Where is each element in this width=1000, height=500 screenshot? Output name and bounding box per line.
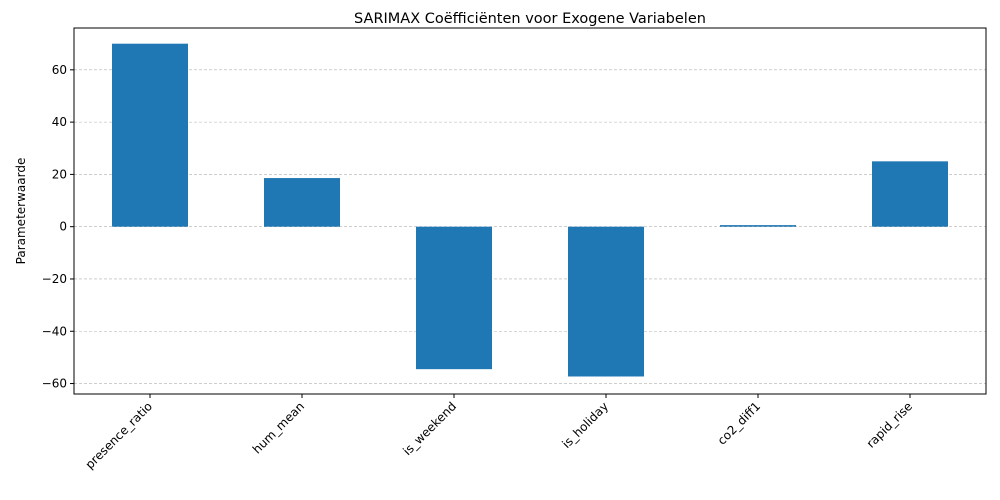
- y-tick-label: −60: [42, 377, 67, 391]
- bar-co2-diff1: [720, 225, 796, 227]
- bar-is-weekend: [416, 226, 492, 370]
- x-tick-label: co2_diff1: [715, 399, 763, 447]
- chart-title: SARIMAX Coëfficiënten voor Exogene Varia…: [354, 11, 706, 27]
- y-axis-ticks: −60 −40 −20 0 20 40 60: [42, 63, 74, 391]
- x-tick-label: hum_mean: [250, 399, 307, 456]
- x-tick-label: rapid_rise: [864, 399, 915, 450]
- x-axis-ticks: presence_ratio hum_mean is_weekend is_holid…: [83, 394, 915, 472]
- y-tick-label: −40: [42, 324, 67, 338]
- x-tick-label: presence_ratio: [83, 399, 156, 472]
- plot-frame: [73, 27, 987, 395]
- gridlines: [74, 69, 986, 384]
- x-tick-label: is_weekend: [400, 399, 459, 458]
- y-tick-label: 60: [52, 63, 67, 77]
- bar-presence-ratio: [112, 43, 188, 227]
- x-tick-label: is_holiday: [559, 399, 611, 451]
- y-tick-label: 40: [52, 115, 67, 129]
- y-axis-title: Parameterwaarde: [14, 158, 28, 265]
- y-tick-label: 0: [59, 220, 67, 234]
- y-tick-label: 20: [52, 167, 67, 181]
- bars: [112, 43, 948, 377]
- bar-hum-mean: [264, 178, 340, 227]
- y-tick-label: −20: [42, 272, 67, 286]
- bar-rapid-rise: [872, 161, 948, 227]
- bar-is-holiday: [568, 226, 644, 377]
